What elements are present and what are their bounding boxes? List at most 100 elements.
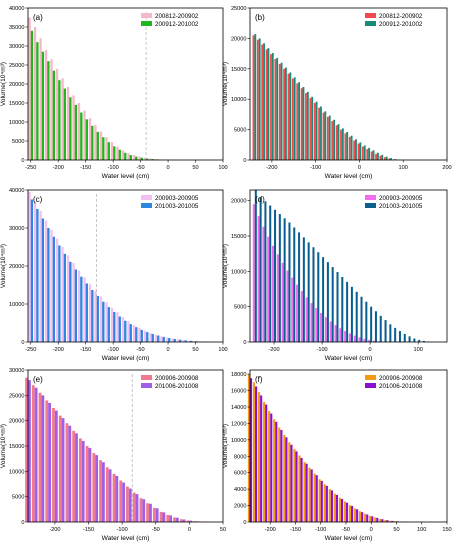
bar (81, 440, 85, 522)
bar (320, 106, 322, 160)
bar (63, 253, 67, 342)
bar (55, 68, 59, 160)
bar (372, 150, 375, 160)
bar (379, 518, 382, 522)
bar (369, 515, 372, 522)
bar (259, 197, 262, 342)
bar (348, 333, 351, 342)
bar (283, 218, 286, 342)
legend-swatch (365, 13, 376, 18)
y-tick-label: 25000 (231, 6, 247, 12)
y-tick-label: 25000 (9, 63, 25, 69)
bar (384, 320, 387, 342)
bar (383, 157, 386, 160)
bar (363, 145, 366, 160)
bar (44, 49, 48, 160)
bar (291, 78, 294, 160)
y-tick-label: 20000 (231, 36, 247, 42)
y-tick-label: 15000 (231, 67, 247, 73)
y-axis-label: Volume(10⁴m³) (0, 424, 7, 468)
bar (270, 54, 272, 160)
bar (262, 226, 265, 342)
legend-swatch (365, 195, 376, 200)
legend-swatch (141, 21, 152, 26)
chart-panel-6: -200 -150 -100 -50 0 50 100 150 0 2000 4000 6000 800… (222, 369, 452, 542)
bar (30, 199, 34, 342)
bar (268, 411, 271, 522)
y-tick-label: 25000 (9, 393, 25, 399)
bar (143, 330, 147, 342)
y-tick-label: 5000 (12, 495, 24, 501)
bar (317, 252, 320, 342)
bar (357, 143, 360, 160)
y-tick-label: 35000 (9, 25, 25, 31)
bar (323, 484, 326, 522)
bar (326, 116, 329, 160)
bar (58, 80, 61, 160)
x-tick-label: -100 (108, 165, 119, 171)
x-tick-label: -200 (53, 165, 64, 171)
bar (74, 104, 77, 160)
bar (102, 137, 105, 160)
y-axis-label: Volume(10⁴m³) (0, 62, 7, 106)
bar (403, 333, 406, 342)
bar (66, 255, 70, 342)
bar (263, 43, 265, 161)
bar (255, 386, 258, 522)
bar (389, 324, 392, 342)
bar (288, 222, 291, 342)
bar (146, 158, 149, 160)
bar (179, 519, 183, 522)
x-axis-label: Water level (cm) (325, 355, 373, 362)
bar (359, 142, 362, 160)
bar (140, 329, 143, 342)
y-tick-label: 30000 (9, 226, 25, 232)
bar (331, 267, 334, 342)
legend-swatch (141, 375, 152, 380)
bar (353, 140, 356, 160)
bar (95, 455, 99, 522)
bar (360, 296, 363, 342)
bar (38, 392, 42, 522)
bar (381, 519, 384, 522)
bar (305, 93, 307, 160)
bar (112, 473, 116, 522)
y-axis-label: Volume(10⁴m³) (222, 244, 229, 288)
bar (48, 402, 51, 522)
bar (324, 111, 327, 160)
bar (326, 262, 329, 342)
bar (296, 284, 299, 342)
y-tick-label: 20000 (231, 199, 247, 205)
bar (149, 332, 152, 342)
bar (334, 325, 337, 342)
y-tick-label: 10000 (9, 469, 25, 475)
bar (298, 82, 300, 160)
bar (41, 51, 45, 161)
bar (333, 119, 336, 160)
bar (119, 480, 123, 522)
bar (129, 324, 132, 342)
panel-label: (e) (33, 375, 43, 384)
x-tick-label: 200 (442, 165, 451, 171)
bar (75, 433, 78, 522)
bar (179, 339, 182, 342)
y-tick-label: 40000 (9, 188, 25, 194)
bar (176, 339, 180, 342)
bar (250, 378, 253, 522)
bar (31, 385, 35, 522)
y-tick-label: 6000 (234, 471, 246, 477)
bar (365, 301, 368, 342)
chart-panel-3: -250 -200 -150 -100 -50 0 50 100 0 10000 20000 3000… (0, 188, 228, 362)
bar (285, 437, 288, 522)
bar (257, 216, 260, 342)
bar (44, 220, 48, 342)
bar (129, 155, 132, 160)
bar (154, 334, 158, 342)
bar (132, 324, 136, 342)
bar (186, 520, 190, 522)
bar (318, 479, 321, 522)
x-tick-label: -100 (108, 347, 119, 353)
panel-label: (a) (33, 13, 43, 22)
bar (63, 88, 67, 160)
